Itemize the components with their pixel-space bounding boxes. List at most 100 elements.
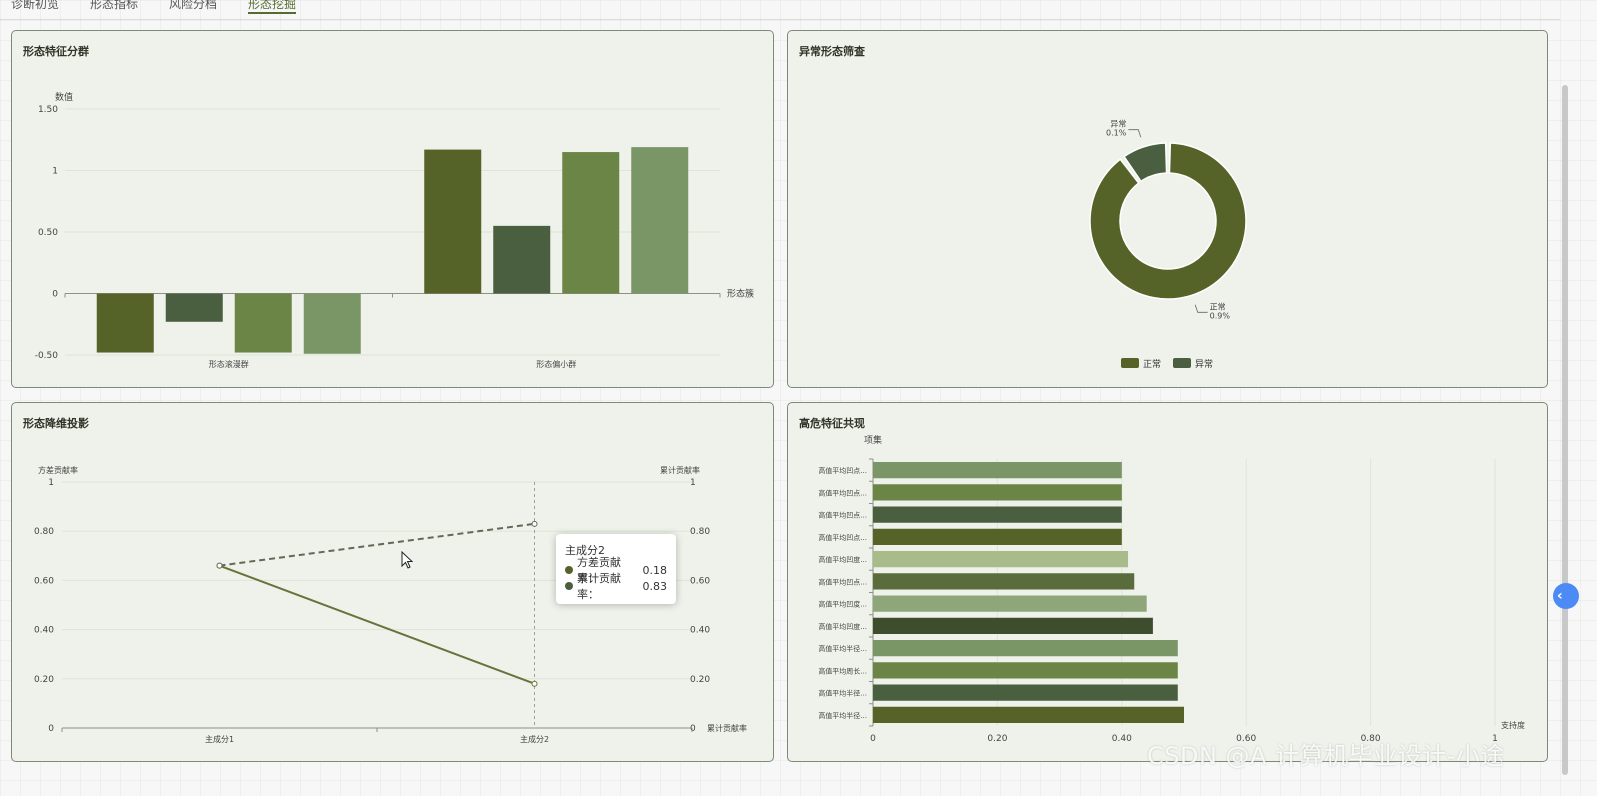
y-tick-label-right: 1 bbox=[690, 478, 696, 488]
bar bbox=[424, 149, 482, 294]
cluster-panel: 形态特征分群 数值 1.50 1 0.50 0 -0.50 形态滚漫群 形态偏小群 形态簇 bbox=[11, 30, 774, 388]
tooltip-value: 0.83 bbox=[642, 579, 668, 593]
bar bbox=[873, 617, 1153, 634]
x-tick-label: 1 bbox=[1492, 734, 1498, 744]
watermark: CSDN @A 计算机毕业设计-小途 bbox=[1147, 742, 1505, 770]
bar bbox=[562, 152, 620, 294]
bar bbox=[873, 684, 1178, 701]
tooltip-label: 方差贡献率： bbox=[576, 556, 621, 585]
x-tick-label: 形态偏小群 bbox=[536, 359, 576, 369]
bar bbox=[873, 528, 1122, 545]
mouse-cursor-icon bbox=[401, 551, 414, 569]
pie-slice bbox=[1089, 142, 1247, 300]
y-tick-label: 0.40 bbox=[34, 626, 54, 636]
anomaly-panel: 异常形态筛查 正常 0.9% 异常 0.1% 正常 异常 bbox=[787, 30, 1548, 388]
bar bbox=[873, 640, 1178, 657]
cooccur-panel: 高危特征共现 项集 0 0.20 0.40 0.60 0.80 1 支持度 高值平均凹点... 高… bbox=[787, 402, 1548, 762]
bar bbox=[873, 462, 1122, 479]
y-tick-label: 0 bbox=[48, 724, 54, 734]
tooltip-title: 主成分2 bbox=[565, 544, 605, 557]
x-tick-label: 0.60 bbox=[1236, 734, 1256, 744]
pie-slice bbox=[1123, 142, 1168, 183]
y-tick-label: 1 bbox=[52, 167, 58, 177]
y-tick-label: 高值平均凹点... bbox=[818, 577, 867, 586]
bar bbox=[234, 293, 292, 353]
label-leader bbox=[1128, 129, 1142, 138]
y-tick-label: 高值平均凹点... bbox=[818, 533, 867, 542]
y-tick-label-right: 0.80 bbox=[690, 527, 710, 537]
x-axis-title: 累计贡献率 bbox=[707, 723, 747, 733]
panel-title: 高危特征共现 bbox=[799, 417, 865, 430]
x-tick-label: 主成分2 bbox=[520, 734, 549, 744]
bar bbox=[873, 506, 1122, 523]
series-dot bbox=[565, 582, 573, 590]
x-tick-label: 0.80 bbox=[1361, 734, 1381, 744]
tab-bar: 诊断初览 形态指标 风险分档 形态挖掘 bbox=[0, 0, 1560, 20]
collapse-chevron-icon[interactable]: ‹ bbox=[1553, 583, 1579, 609]
tab-risk-grading[interactable]: 风险分档 bbox=[169, 0, 218, 11]
tab-morph-metrics[interactable]: 形态指标 bbox=[90, 0, 139, 11]
x-axis-title: 支持度 bbox=[1501, 720, 1525, 730]
y-tick-label: 高值平均凹度... bbox=[818, 622, 867, 631]
y-tick-label: 高值平均周长... bbox=[818, 666, 867, 675]
slice-label: 正常 0.9% bbox=[1210, 302, 1231, 320]
x-tick-label: 0.40 bbox=[1112, 734, 1132, 744]
y-tick-label-right: 0.20 bbox=[690, 675, 710, 685]
tooltip-row: 方差贡献率： 0.18 bbox=[565, 556, 668, 585]
bar bbox=[873, 706, 1184, 723]
y-tick-label: -0.50 bbox=[35, 351, 59, 361]
series-line bbox=[219, 564, 535, 685]
cluster-chart: 数值 1.50 1 0.50 0 -0.50 形态滚漫群 形态偏小群 形态簇 bbox=[35, 91, 754, 369]
legend-swatch bbox=[1173, 358, 1191, 368]
y-axis-title: 项集 bbox=[864, 434, 882, 446]
series-dot bbox=[565, 566, 573, 574]
y-tick-label: 高值平均凹点... bbox=[818, 466, 867, 475]
data-point bbox=[531, 520, 538, 527]
legend-label: 异常 bbox=[1195, 358, 1213, 370]
tooltip-value: 0.18 bbox=[642, 563, 668, 577]
slice-label: 异常 0.1% bbox=[1106, 120, 1127, 138]
bar bbox=[303, 293, 361, 354]
y-tick-label: 0 bbox=[52, 290, 58, 300]
y-tick-label: 高值平均凹点... bbox=[818, 511, 867, 520]
x-tick-label: 主成分1 bbox=[205, 734, 234, 744]
panel-title: 形态降维投影 bbox=[23, 417, 89, 430]
chart-tooltip: 主成分2 方差贡献率： 0.18 累计贡献率： 0.83 bbox=[556, 534, 676, 604]
x-tick-label: 0 bbox=[870, 734, 876, 744]
y-tick-label: 1.50 bbox=[38, 105, 58, 115]
legend-swatch bbox=[1121, 358, 1139, 368]
legend-label: 正常 bbox=[1143, 358, 1161, 370]
y-axis-title-left: 方差贡献率 bbox=[38, 465, 78, 475]
page-scrollbar[interactable] bbox=[1562, 85, 1568, 775]
y-tick-label-right: 0.60 bbox=[690, 576, 710, 586]
y-tick-label: 高值平均凹度... bbox=[818, 600, 867, 609]
y-tick-label: 高值平均凹度... bbox=[818, 555, 867, 564]
bar bbox=[873, 662, 1178, 679]
y-tick-label: 0.60 bbox=[34, 576, 54, 586]
bar bbox=[493, 225, 551, 294]
panel-title: 形态特征分群 bbox=[23, 45, 89, 58]
y-tick-label: 1 bbox=[48, 478, 54, 488]
y-axis-title: 数值 bbox=[55, 91, 73, 103]
data-point bbox=[216, 562, 223, 569]
x-tick-label: 形态滚漫群 bbox=[209, 359, 249, 369]
bar bbox=[873, 573, 1135, 590]
x-axis-title: 形态簇 bbox=[727, 288, 754, 300]
tab-morph-mining[interactable]: 形态挖掘 bbox=[248, 0, 297, 14]
y-tick-label: 高值平均凹点... bbox=[818, 488, 867, 497]
bar bbox=[873, 484, 1122, 501]
y-tick-label: 高值平均半径... bbox=[818, 644, 867, 653]
bar bbox=[165, 293, 223, 322]
y-tick-label: 0.50 bbox=[38, 228, 58, 238]
label-leader bbox=[1194, 304, 1208, 313]
panel-title: 异常形态筛查 bbox=[799, 45, 865, 58]
tab-overview[interactable]: 诊断初览 bbox=[11, 0, 60, 11]
bar bbox=[873, 551, 1129, 568]
anomaly-chart: 正常 0.9% 异常 0.1% 正常 异常 bbox=[1089, 120, 1247, 370]
y-tick-label-right: 0.40 bbox=[690, 626, 710, 636]
x-tick-label: 0.20 bbox=[987, 734, 1007, 744]
data-point bbox=[531, 680, 538, 687]
y-tick-label-right: 0 bbox=[690, 724, 696, 734]
